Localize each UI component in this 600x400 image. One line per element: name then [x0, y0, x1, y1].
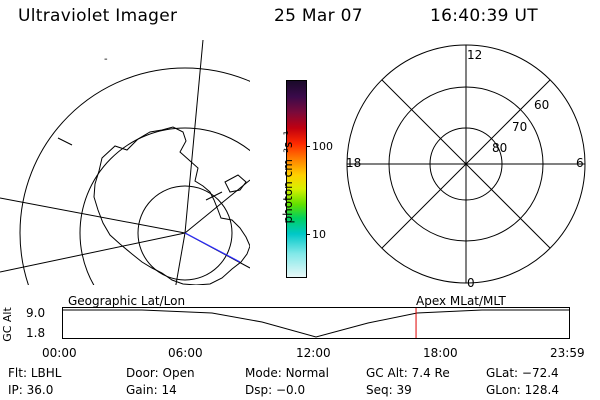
- altitude-timeline-plot: [62, 307, 570, 339]
- status-ip-value: 36.0: [26, 383, 54, 397]
- status-gc-alt: GC Alt: 7.4 Re: [366, 366, 450, 380]
- status-mode-key: Mode:: [245, 366, 282, 380]
- mlt-label-18: 18: [346, 156, 362, 170]
- timeline-xtick-2359: 23:59: [550, 346, 585, 360]
- status-seq: Seq: 39: [366, 383, 412, 397]
- colorbar-tick-mark: [306, 146, 310, 147]
- mlt-label-0: 0: [467, 276, 475, 290]
- sun-direction-line: [184, 232, 241, 263]
- meridian-line: [175, 232, 186, 285]
- status-ip: IP: 36.0: [8, 383, 53, 397]
- status-door-key: Door:: [126, 366, 159, 380]
- status-gain: Gain: 14: [126, 383, 177, 397]
- status-seq-value: 39: [396, 383, 412, 397]
- timeline-ytick-max: 9.0: [26, 306, 46, 320]
- colorbar-unit-label: photon cm⁻²s⁻¹: [281, 130, 295, 224]
- status-mode: Mode: Normal: [245, 366, 329, 380]
- status-glat: GLat: −72.4: [486, 366, 559, 380]
- meridian-line: [0, 232, 186, 273]
- mlt-label-12: 12: [467, 48, 483, 62]
- timeline-xtick-1800: 18:00: [423, 346, 458, 360]
- status-ip-key: IP:: [8, 383, 23, 397]
- status-glon-key: GLon:: [486, 383, 521, 397]
- lat-circle-mid: [79, 127, 250, 285]
- continent-outline: [93, 126, 250, 285]
- meridian-line: [184, 40, 204, 234]
- status-flt-key: Flt:: [8, 366, 27, 380]
- status-dsp: Dsp: −0.0: [245, 383, 305, 397]
- mlat-label-80: 80: [492, 141, 508, 155]
- island-outline: [224, 174, 247, 193]
- status-gain-value: 14: [161, 383, 177, 397]
- status-flt-value: LBHL: [30, 366, 62, 380]
- timeline-left-title: Geographic Lat/Lon: [68, 294, 186, 308]
- header-time: 16:40:39 UT: [430, 6, 538, 26]
- magnetic-polar-map: [346, 44, 586, 284]
- status-gc-alt-key: GC Alt:: [366, 366, 408, 380]
- colorbar-tick-100: 100: [312, 140, 333, 153]
- colorbar-tick-10: 10: [312, 228, 326, 241]
- status-glat-value: −72.4: [521, 366, 559, 380]
- meridian-line: [0, 197, 186, 234]
- mlat-label-60: 60: [534, 98, 550, 112]
- mlat-label-70: 70: [512, 120, 528, 134]
- status-mode-value: Normal: [285, 366, 329, 380]
- status-door-value: Open: [162, 366, 195, 380]
- timeline-xtick-0000: 00:00: [42, 346, 77, 360]
- status-gain-key: Gain:: [126, 383, 158, 397]
- colorbar-tick-mark: [306, 234, 310, 235]
- lat-circle-inner: [137, 185, 233, 281]
- status-glon-value: 128.4: [524, 383, 559, 397]
- colorbar: [286, 80, 307, 278]
- status-door: Door: Open: [126, 366, 195, 380]
- timeline-ytick-min: 1.8: [26, 326, 46, 340]
- status-glat-key: GLat:: [486, 366, 519, 380]
- timeline-yaxis-label: GC Alt: [0, 307, 14, 342]
- mlt-label-6: 6: [576, 156, 584, 170]
- timeline-frame: [62, 307, 570, 339]
- app-title: Ultraviolet Imager: [18, 6, 178, 26]
- status-dsp-value: −0.0: [275, 383, 306, 397]
- timeline-xtick-0600: 06:00: [168, 346, 203, 360]
- meridian-line: [184, 179, 250, 234]
- timeline-xtick-1200: 12:00: [296, 346, 331, 360]
- geographic-map: -: [0, 40, 250, 285]
- altitude-curve: [63, 309, 569, 338]
- status-glon: GLon: 128.4: [486, 383, 559, 397]
- status-gc-alt-value: 7.4 Re: [411, 366, 450, 380]
- lat-circle-outer: [19, 67, 250, 285]
- mlt-diagonal: [381, 79, 551, 249]
- status-flt: Flt: LBHL: [8, 366, 61, 380]
- status-dsp-key: Dsp:: [245, 383, 273, 397]
- header-date: 25 Mar 07: [274, 6, 363, 26]
- status-seq-key: Seq:: [366, 383, 393, 397]
- map-tick: -: [104, 54, 108, 65]
- timeline-right-title: Apex MLat/MLT: [416, 294, 506, 308]
